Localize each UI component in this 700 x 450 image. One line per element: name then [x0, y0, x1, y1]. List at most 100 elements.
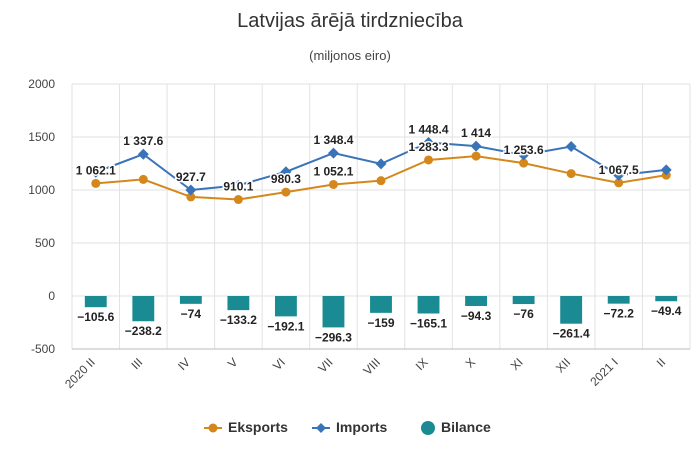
- eksports-point: [566, 169, 576, 179]
- bilance-bar: [227, 296, 250, 311]
- y-tick-label: 500: [35, 236, 55, 250]
- x-tick-label: XI: [508, 355, 526, 373]
- bilance-data-label: −165.1: [410, 317, 447, 331]
- eksports-point: [186, 192, 196, 202]
- bilance-bar: [132, 296, 155, 322]
- bilance-data-label: −74: [181, 307, 202, 321]
- legend[interactable]: Eksports Imports Bilance: [204, 419, 491, 435]
- imports-point: [375, 158, 387, 170]
- bilance-data-label: −192.1: [267, 319, 304, 333]
- imports-point: [565, 141, 577, 153]
- bilance-bar: [179, 296, 202, 304]
- bilance-bar: [417, 296, 440, 314]
- x-tick-label: IX: [413, 355, 431, 373]
- imports-data-label: 927.7: [176, 170, 206, 184]
- imports-point: [660, 164, 672, 176]
- bilance-data-label: −72.2: [604, 307, 635, 321]
- bilance-bar: [560, 296, 583, 324]
- imports-point: [280, 166, 292, 178]
- x-tick-label: VII: [315, 355, 335, 375]
- eksports-point: [281, 187, 291, 197]
- x-tick-label: III: [128, 355, 145, 372]
- bilance-data-label: −261.4: [553, 327, 590, 341]
- bilance-data-label: −133.2: [220, 313, 257, 327]
- legend-label: Bilance: [441, 419, 491, 435]
- imports-point: [613, 169, 625, 181]
- y-tick-label: 1000: [28, 183, 55, 197]
- x-tick-label: IV: [175, 355, 193, 373]
- bilance-bar: [322, 296, 345, 328]
- legend-label: Eksports: [228, 419, 288, 435]
- legend-label: Imports: [336, 419, 388, 435]
- bilance-bar: [465, 296, 488, 306]
- x-tick-label: V: [225, 355, 241, 371]
- eksports-legend-icon: [208, 423, 218, 433]
- eksports-point: [138, 174, 148, 184]
- eksports-point: [471, 151, 481, 161]
- bilance-data-label: −49.4: [651, 304, 682, 318]
- bilance-data-label: −238.2: [125, 324, 162, 338]
- imports-point: [327, 147, 339, 159]
- imports-point: [470, 140, 482, 152]
- eksports-point: [328, 179, 338, 189]
- axes: -500 0 500 1000 1500 2000 2020 II III IV V VI VII VI…: [28, 77, 690, 391]
- bilance-data-label: −105.6: [77, 310, 114, 324]
- x-tick-label: VI: [270, 355, 288, 373]
- eksports-point: [424, 155, 434, 165]
- imports-data-label: 1 448.4: [409, 122, 449, 136]
- legend-item-imports[interactable]: Imports: [312, 419, 388, 435]
- bilance-data-label: −76: [513, 307, 534, 321]
- bilance-legend-icon: [421, 421, 435, 435]
- eksports-point: [519, 158, 529, 168]
- eksports-point: [233, 195, 243, 205]
- x-tick-label: XII: [553, 355, 573, 375]
- y-tick-label: -500: [31, 342, 55, 356]
- x-tick-label: VIII: [360, 355, 383, 378]
- eksports-point: [614, 178, 624, 188]
- imports-point: [90, 166, 102, 178]
- line-series: [90, 136, 672, 205]
- eksports-data-label: 1 052.1: [313, 164, 353, 178]
- y-tick-label: 0: [48, 289, 55, 303]
- imports-point: [518, 149, 530, 161]
- eksports-point: [91, 178, 101, 188]
- bilance-data-label: −296.3: [315, 330, 352, 344]
- bilance-bars: [84, 296, 678, 328]
- bilance-bar: [655, 296, 678, 302]
- bilance-bar: [607, 296, 630, 304]
- bilance-bar: [512, 296, 535, 305]
- eksports-data-label: 1 253.6: [504, 143, 544, 157]
- imports-point: [137, 148, 149, 160]
- x-tick-label: X: [463, 355, 479, 371]
- eksports-data-label: 1 283.3: [409, 140, 449, 154]
- chart-subtitle: (miljonos eiro): [309, 48, 391, 63]
- eksports-point: [376, 176, 386, 186]
- eksports-data-label: 910.1: [223, 180, 253, 194]
- data-labels: −105.6 −238.2 −74 −133.2 −192.1 −296.3 −159 −16…: [74, 121, 682, 344]
- bilance-bar: [274, 296, 297, 317]
- eksports-data-label: 1 062.1: [76, 163, 116, 177]
- bilance-data-label: −159: [367, 316, 394, 330]
- imports-point: [423, 136, 435, 148]
- eksports-data-label: 1 067.5: [599, 163, 639, 177]
- legend-item-bilance[interactable]: Bilance: [421, 419, 491, 435]
- chart-title: Latvijas ārējā tirdzniecība: [237, 10, 464, 32]
- imports-legend-icon: [316, 423, 326, 433]
- x-tick-label: 2020 II: [62, 355, 98, 391]
- bilance-data-label: −94.3: [461, 309, 492, 323]
- grid: [71, 83, 691, 350]
- y-tick-label: 1500: [28, 130, 55, 144]
- y-tick-label: 2000: [28, 77, 55, 91]
- legend-item-eksports[interactable]: Eksports: [204, 419, 288, 435]
- bilance-bar: [370, 296, 392, 313]
- imports-data-label: 1 337.6: [123, 134, 163, 148]
- imports-point: [232, 179, 244, 191]
- x-tick-label: 2021 I: [587, 355, 620, 388]
- imports-data-label: 1 414: [461, 126, 491, 140]
- x-tick-label: II: [654, 355, 669, 370]
- bilance-bar: [84, 296, 107, 308]
- imports-point: [185, 184, 197, 196]
- eksports-data-label: 980.3: [271, 172, 301, 186]
